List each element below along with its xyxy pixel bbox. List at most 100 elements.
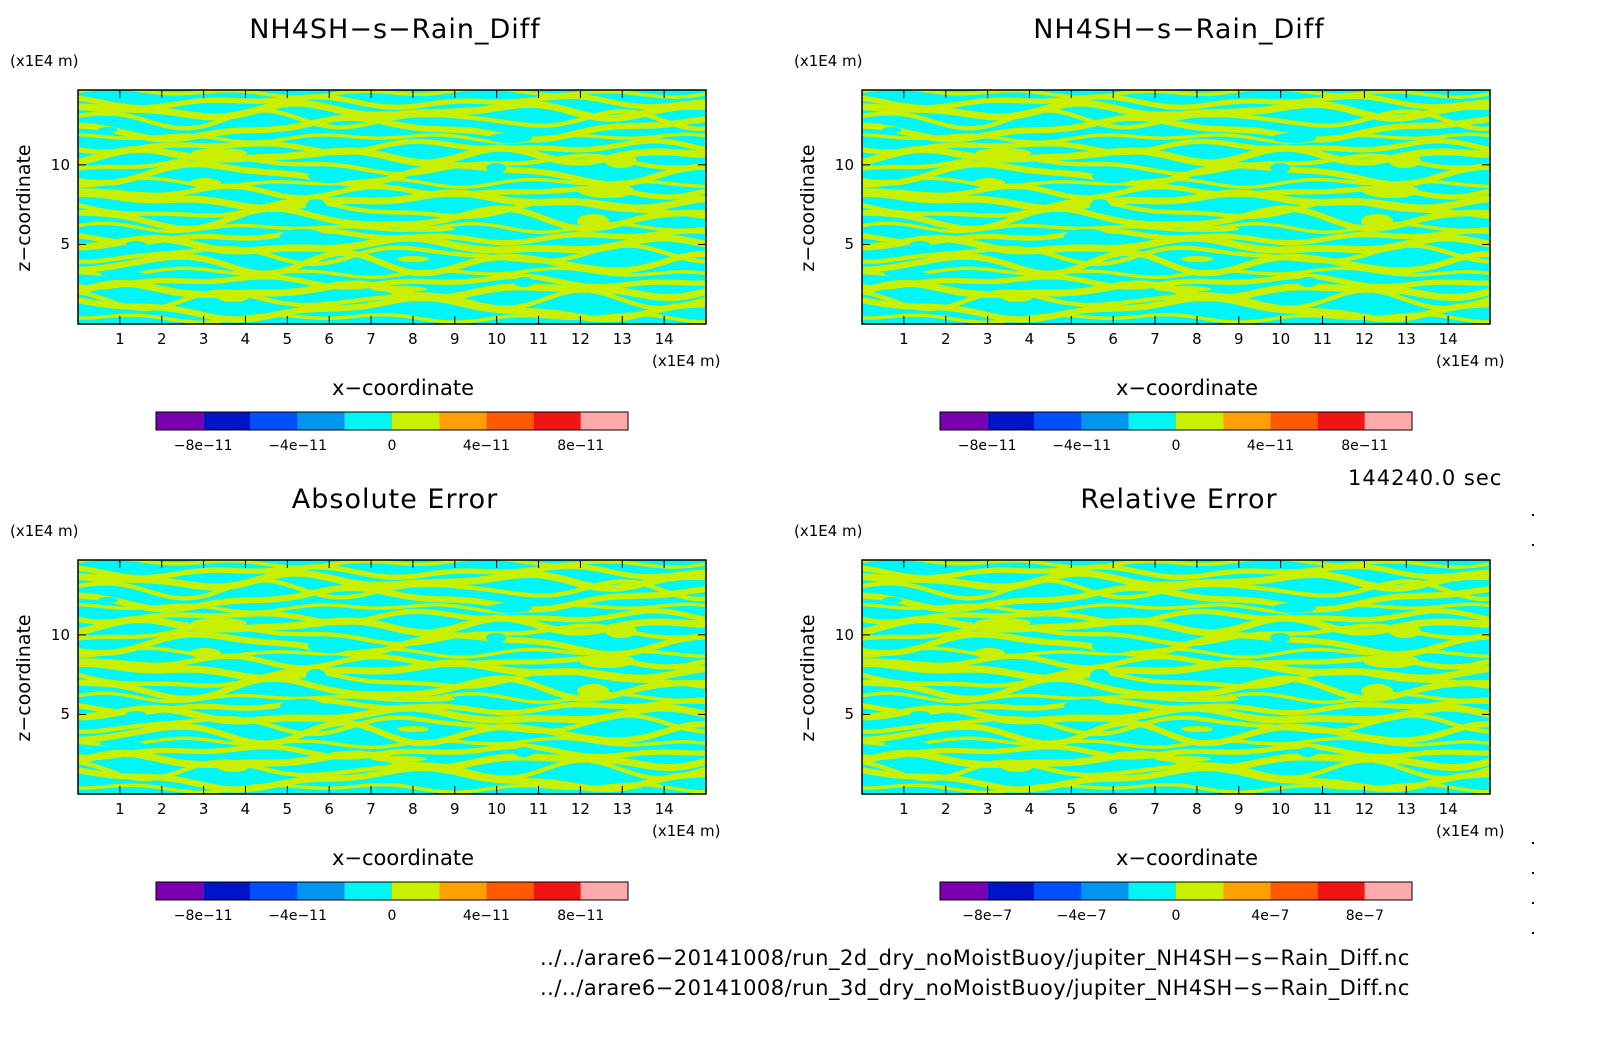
contour-band: [78, 623, 706, 647]
y-tick-label: 10: [834, 155, 854, 174]
contour-blob: [308, 639, 352, 653]
panel-top-right: NH4SH−s−Rain_Diff (x1E4 m) (x1E4 m) z−coord…: [784, 0, 1574, 470]
colorbar-frame: [155, 411, 629, 431]
contour-band: [862, 205, 1490, 233]
contour-blob: [884, 741, 928, 747]
y-tick-label: 5: [844, 235, 854, 254]
x-tick-label: 1: [899, 800, 909, 818]
chart-title: Absolute Error: [291, 484, 499, 515]
x-tick-label: 12: [1354, 330, 1374, 348]
colorbar-swatch: [344, 412, 392, 430]
contour-blob: [605, 154, 637, 168]
contour-blob: [397, 726, 429, 732]
colorbar-swatch: [1128, 882, 1176, 900]
x-tick-label: 5: [282, 330, 293, 348]
contour-blob: [514, 277, 534, 287]
contour-band: [78, 205, 706, 233]
colorbar-swatch: [392, 882, 440, 900]
contour-blob: [306, 199, 326, 213]
contour-band: [78, 243, 706, 267]
contour-blob: [371, 286, 427, 292]
x-tick-label: 4: [1024, 800, 1035, 818]
contour-band: [862, 243, 1490, 267]
x-tick-label: 14: [1438, 800, 1458, 818]
marker-dot: [1532, 872, 1534, 874]
colorbar-swatch: [1176, 412, 1224, 430]
x-tick-label: 13: [612, 330, 632, 348]
x-tick-label: 3: [982, 800, 993, 818]
x-tick-label: 5: [282, 800, 293, 818]
y-tick-label: 10: [50, 155, 70, 174]
contour-blob: [189, 648, 221, 658]
contour-blob: [98, 127, 118, 133]
contour-band: [78, 578, 706, 602]
colorbar-swatch: [987, 882, 1035, 900]
contour-band: [78, 176, 706, 189]
x-tick-label: 7: [366, 800, 376, 818]
contour-band: [78, 764, 706, 793]
contour-blob: [189, 178, 221, 188]
x-tick-label: 6: [324, 330, 334, 348]
y-axis-label: z−coordinate: [797, 614, 819, 742]
marker-dot: [1532, 514, 1534, 516]
contour-band: [78, 736, 706, 749]
x-tick-label: 5: [1066, 330, 1077, 348]
colorbar-label: 4e−11: [462, 438, 510, 454]
colorbar-swatch: [533, 882, 581, 900]
contour-band: [862, 659, 1490, 682]
x-tick-label: 7: [1150, 330, 1160, 348]
contour-blob: [605, 624, 637, 638]
panel-top-left: NH4SH−s−Rain_Diff (x1E4 m) (x1E4 m) z−coord…: [0, 0, 790, 470]
contour-blob: [910, 241, 930, 247]
contour-blob: [975, 148, 1031, 158]
contour-blob: [1361, 684, 1393, 698]
marker-dot: [1532, 544, 1534, 546]
colorbar-frame: [939, 881, 1413, 901]
contour-band: [862, 266, 1490, 279]
colorbar-swatch: [1128, 412, 1176, 430]
x-tick-label: 3: [198, 800, 209, 818]
colorbar-swatch: [203, 882, 251, 900]
contour-band: [78, 144, 706, 167]
x-unit-label: (x1E4 m): [1436, 822, 1505, 840]
contour-blob: [1064, 699, 1108, 713]
x-unit-label: (x1E4 m): [652, 352, 721, 370]
contour-blob: [579, 654, 635, 668]
x-tick-label: 1: [899, 330, 909, 348]
contour-blob: [1298, 747, 1318, 757]
contour-blob: [973, 178, 1005, 188]
colorbar-label: −8e−7: [962, 908, 1013, 924]
contour-blob: [399, 226, 455, 232]
contour-blob: [1363, 184, 1419, 198]
contour-blob: [1001, 762, 1033, 772]
panel-bottom-right: Relative Error (x1E4 m) (x1E4 m) z−coordina…: [784, 470, 1574, 940]
x-axis-label: x−coordinate: [1115, 376, 1259, 400]
contour-band: [78, 266, 706, 279]
contour-band: [78, 198, 706, 219]
contour-band: [78, 608, 706, 626]
contour-blob: [1155, 756, 1211, 762]
contour-band: [862, 569, 1490, 592]
contour-band: [78, 563, 706, 581]
colorbar-swatch: [392, 412, 440, 430]
colorbar-label: −8e−11: [957, 438, 1017, 454]
contour-band: [862, 153, 1490, 177]
contour-band: [78, 719, 706, 747]
x-tick-label: 6: [324, 800, 334, 818]
x-tick-label: 4: [240, 800, 251, 818]
contour-blob: [217, 292, 249, 302]
colorbar-swatch: [1364, 882, 1412, 900]
x-tick-label: 2: [156, 800, 167, 818]
heatmap-svg: [861, 89, 1491, 431]
contour-band: [862, 675, 1490, 703]
contour-band: [78, 189, 706, 212]
contour-band: [862, 623, 1490, 647]
colorbar-swatch: [1317, 882, 1365, 900]
contour-band: [78, 294, 706, 323]
y-unit-label: (x1E4 m): [794, 52, 863, 70]
contour-band: [862, 782, 1490, 794]
marker-dot: [1532, 932, 1534, 934]
contour-blob: [1155, 286, 1211, 292]
colorbar-swatch: [297, 882, 345, 900]
colorbar-swatch: [344, 882, 392, 900]
